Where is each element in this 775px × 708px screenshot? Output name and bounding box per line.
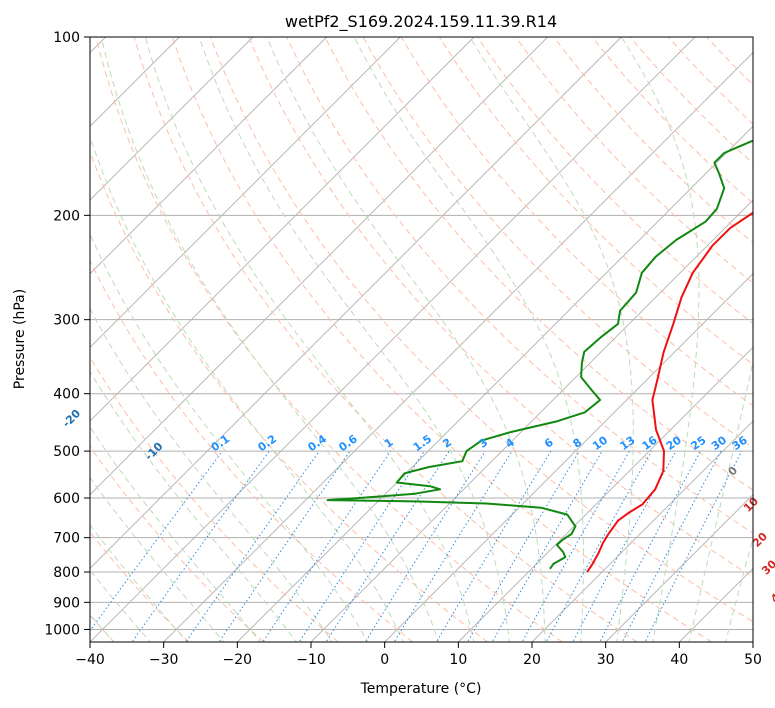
moist-adiabat-line — [266, 37, 546, 642]
isotherm-line — [163, 52, 753, 642]
moist-adiabat-line — [198, 37, 510, 642]
x-tick-label: 10 — [449, 652, 467, 668]
x-tick-label: −10 — [296, 652, 326, 668]
x-axis-ticks: −40 −30 −20 −10 0 10 20 30 40 50 — [75, 642, 762, 668]
mixing-ratio-line — [466, 450, 580, 642]
moist-adiabat-line — [90, 370, 297, 642]
moist-adiabat-line — [90, 524, 188, 642]
moist-adiabat-line — [621, 37, 700, 642]
mixing-ratio-line — [599, 450, 701, 642]
isotherm-line — [90, 37, 475, 422]
dry-adiabat-line — [171, 37, 712, 642]
profile-lines — [326, 139, 753, 573]
moist-adiabat-line — [90, 135, 404, 642]
moist-adiabat-label: 40 — [768, 585, 775, 605]
mixing-ratio-line — [393, 450, 513, 642]
moist-adiabat-line — [90, 307, 333, 642]
y-axis-ticks: 1000 900 800 700 600 500 400 300 200 100 — [44, 30, 90, 638]
dry-adiabat-line — [515, 37, 753, 284]
moist-adiabat-line — [688, 359, 753, 642]
dry-adiabat-line — [591, 37, 753, 204]
mixing-ratio-line — [90, 450, 223, 632]
dewpoint-profile-line — [326, 139, 753, 570]
dry-adiabat-line — [90, 445, 264, 642]
isotherm-line — [237, 125, 753, 642]
isotherm-line — [458, 346, 753, 642]
y-tick-label: 500 — [53, 444, 80, 460]
dry-adiabat-line — [477, 37, 753, 325]
y-tick-label: 800 — [53, 565, 80, 581]
mixing-ratio-line — [262, 450, 392, 642]
dry-adiabat-line — [362, 37, 753, 449]
moist-adiabat-line — [90, 232, 369, 642]
dry-adiabat-line — [400, 37, 753, 407]
x-tick-label: −20 — [223, 652, 253, 668]
isotherm-line — [90, 37, 622, 569]
moist-adiabat-line — [353, 37, 584, 642]
mixing-ratio-line — [325, 450, 450, 642]
x-tick-label: −40 — [75, 652, 105, 668]
isotherm-line — [605, 494, 753, 642]
moist-adiabat-line — [90, 476, 225, 642]
x-axis-label: Temperature (°C) — [360, 681, 482, 697]
isotherm-line — [90, 37, 696, 642]
dry-adiabat-line — [95, 37, 563, 642]
dry-adiabat-line — [210, 37, 753, 623]
mixing-ratio-line — [364, 450, 486, 642]
y-tick-label: 600 — [53, 491, 80, 507]
plot-frame — [89, 36, 754, 643]
dry-adiabat-line — [629, 37, 753, 165]
x-tick-label: 20 — [523, 652, 541, 668]
y-tick-label: 300 — [53, 313, 80, 329]
reference-lines — [90, 37, 753, 642]
isotherm-line — [90, 37, 548, 496]
dry-adiabat-line — [90, 259, 414, 642]
y-tick-label: 900 — [53, 595, 80, 611]
mixing-ratio-line — [185, 450, 320, 642]
mixing-ratio-line — [298, 450, 425, 642]
moist-adiabat-line — [100, 37, 440, 642]
mixing-ratio-line — [131, 450, 270, 642]
mixing-ratio-line — [218, 450, 351, 642]
temperature-profile-line — [586, 211, 753, 573]
isotherm-line — [90, 37, 254, 201]
x-tick-label: 30 — [597, 652, 615, 668]
dry-adiabat-line — [248, 37, 753, 578]
y-tick-label: 1000 — [44, 622, 80, 638]
y-tick-label: 200 — [53, 208, 80, 224]
x-tick-label: 50 — [744, 652, 762, 668]
y-axis-label: Pressure (hPa) — [12, 289, 28, 389]
x-tick-label: 40 — [670, 652, 688, 668]
y-tick-label: 400 — [53, 387, 80, 403]
y-tick-label: 700 — [53, 531, 80, 547]
isotherm-line — [90, 37, 401, 348]
moist-adiabat-line — [144, 37, 475, 642]
moist-adiabat-line — [725, 536, 753, 642]
moist-adiabat-line — [469, 37, 634, 642]
mixing-ratio-line — [621, 450, 722, 642]
isotherm-line — [531, 420, 753, 642]
moist-adiabat-line — [90, 569, 152, 642]
x-tick-label: 0 — [380, 652, 389, 668]
dry-adiabat-line — [133, 37, 638, 642]
dry-adiabat-line — [324, 37, 753, 491]
x-tick-label: −30 — [149, 652, 179, 668]
y-tick-label: 100 — [53, 30, 80, 46]
isotherm-line — [90, 37, 327, 275]
isotherm-line — [384, 273, 753, 642]
moist-adiabat-line — [90, 426, 261, 642]
chart-title: wetPf2_S169.2024.159.11.39.R14 — [285, 12, 557, 32]
